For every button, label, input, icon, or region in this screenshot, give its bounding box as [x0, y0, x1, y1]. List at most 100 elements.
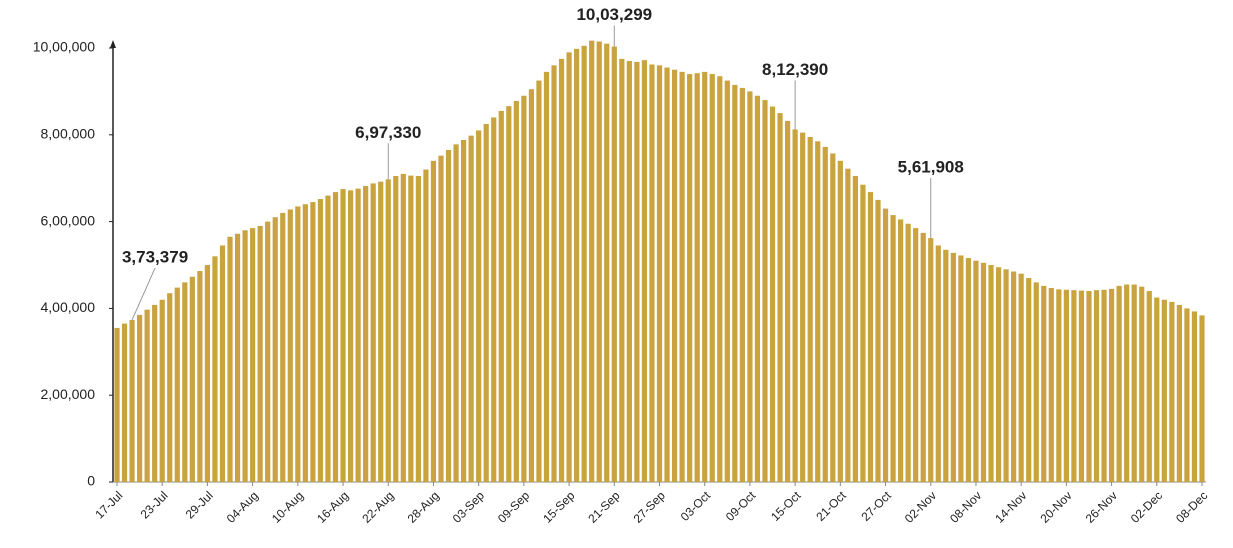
bar [460, 140, 467, 482]
bar [558, 58, 565, 482]
bar [777, 113, 783, 482]
bar [973, 260, 979, 482]
bar [762, 100, 768, 482]
bar [754, 95, 761, 483]
x-tick-label: 15-Sep [540, 488, 577, 525]
bar [845, 168, 851, 483]
bar [483, 123, 489, 482]
bar [852, 176, 859, 482]
bar [1191, 311, 1198, 482]
bar [882, 208, 889, 482]
value-label: 10,03,299 [576, 5, 652, 24]
bar [491, 117, 497, 482]
x-tick-label: 16-Aug [314, 488, 351, 525]
x-tick-label: 20-Nov [1037, 488, 1074, 525]
bar [641, 60, 648, 482]
x-tick-label: 09-Sep [495, 488, 532, 525]
bar [506, 106, 512, 482]
bar [649, 64, 655, 482]
bar [257, 225, 263, 482]
bar [867, 192, 874, 482]
bar [1086, 291, 1092, 482]
bar [875, 199, 881, 482]
bar [792, 129, 798, 483]
bar [363, 186, 369, 482]
x-tick-label: 10-Aug [269, 488, 306, 525]
bar [152, 304, 158, 482]
bar [310, 202, 316, 482]
bar [988, 265, 994, 482]
bar [1131, 284, 1137, 482]
bar [656, 65, 663, 483]
bar [1041, 285, 1047, 482]
bar [822, 146, 828, 482]
x-tick-label: 23-Jul [138, 488, 171, 521]
bar [1154, 297, 1160, 482]
bar [468, 135, 474, 482]
bar [453, 144, 459, 482]
bar [747, 91, 753, 483]
bar [1116, 285, 1122, 482]
bar [1063, 289, 1069, 482]
bar [393, 176, 399, 482]
bar [1026, 278, 1032, 482]
bar [1033, 282, 1039, 482]
bar [385, 179, 391, 483]
bar [1169, 301, 1175, 482]
x-tick-label: 27-Sep [631, 488, 668, 525]
bar [370, 183, 376, 482]
x-tick-label: 09-Oct [723, 488, 759, 524]
bar [1071, 290, 1077, 482]
bar [784, 120, 791, 483]
bar [378, 181, 384, 482]
bar [619, 58, 625, 482]
bar [905, 223, 911, 482]
bar [702, 71, 708, 483]
x-tick-label: 02-Nov [902, 488, 939, 525]
bar [890, 215, 896, 482]
bar [724, 80, 730, 483]
bar [1018, 273, 1024, 482]
x-tick-label: 03-Sep [450, 488, 487, 525]
bar [242, 230, 248, 482]
bar [800, 132, 806, 482]
value-label: 5,61,908 [898, 158, 964, 177]
bar [995, 267, 1002, 482]
bar [566, 52, 572, 483]
x-tick-label: 17-Jul [92, 488, 125, 521]
y-tick-label: 10,00,000 [33, 39, 95, 55]
bar [250, 228, 256, 482]
bar [415, 176, 421, 482]
x-tick-label: 28-Aug [405, 488, 442, 525]
bar [498, 110, 504, 483]
bar [837, 160, 843, 482]
bar [137, 314, 143, 482]
bar [408, 175, 414, 482]
bar [709, 74, 715, 482]
bar [913, 228, 919, 482]
bar [1124, 284, 1130, 482]
bar [830, 153, 836, 482]
bar [1056, 289, 1062, 482]
bar [227, 236, 233, 482]
bar [1048, 288, 1054, 482]
bar [121, 323, 128, 482]
bar [920, 232, 926, 482]
bar [1146, 291, 1152, 482]
bar [325, 195, 331, 482]
bar [265, 221, 271, 482]
bar [167, 293, 173, 482]
bar [958, 255, 964, 482]
bar [543, 71, 550, 483]
bar [204, 265, 211, 482]
x-tick-label: 15-Oct [768, 488, 804, 524]
leader-line [131, 267, 156, 321]
y-tick-label: 2,00,000 [41, 386, 96, 402]
x-tick-label: 22-Aug [359, 488, 396, 525]
bar [604, 43, 610, 482]
bar [935, 245, 941, 482]
x-tick-label: 21-Sep [585, 488, 622, 525]
bar [1199, 315, 1205, 482]
bar [287, 209, 293, 482]
